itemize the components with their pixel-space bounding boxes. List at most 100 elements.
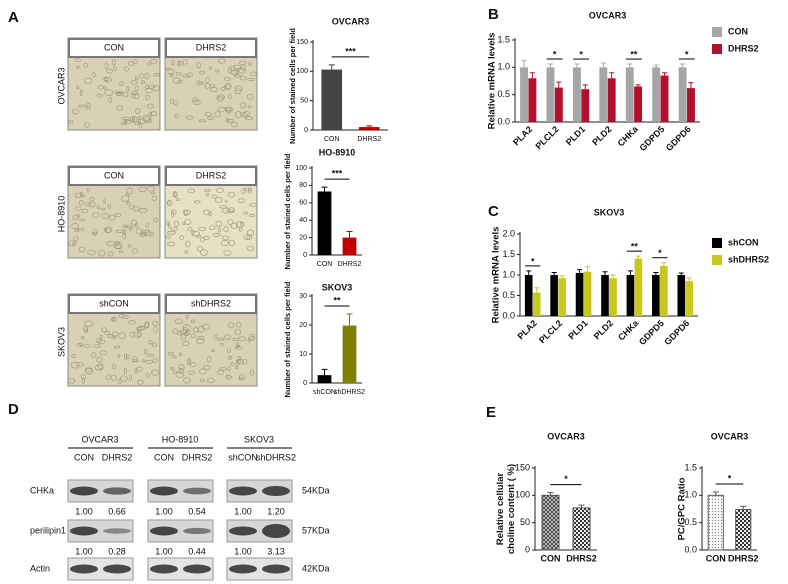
significance: * [564, 474, 568, 484]
cell [215, 220, 223, 227]
y-tick-label: 50 [300, 98, 308, 105]
error-bar [661, 262, 667, 266]
cell [187, 358, 192, 364]
cell [225, 82, 232, 90]
label-box [165, 38, 257, 58]
cell [105, 79, 108, 83]
cell [200, 249, 208, 256]
cell [217, 106, 226, 112]
cell [74, 192, 82, 198]
cell [138, 73, 144, 79]
x-tick-label: GDPD5 [637, 124, 666, 153]
cell [198, 226, 206, 231]
cell [203, 236, 210, 240]
row-label: OVCAR3 [56, 67, 66, 104]
cell [114, 212, 122, 218]
cell [122, 91, 129, 98]
cell [135, 108, 141, 115]
error-bar [346, 313, 353, 326]
bar [599, 67, 608, 122]
cell [197, 335, 205, 340]
x-tick-label: CON [317, 261, 333, 268]
error-bar [585, 266, 591, 272]
cell [166, 220, 170, 226]
bar [660, 75, 669, 122]
quant: 3.13 [267, 546, 285, 556]
quant: 1.00 [75, 546, 93, 556]
micrograph-label: CON [104, 170, 124, 180]
cell [84, 122, 91, 128]
x-tick-label: CHKa [616, 123, 641, 148]
cell [175, 198, 180, 201]
cell [200, 237, 205, 242]
error-bar [686, 277, 692, 282]
cell [152, 321, 159, 326]
cell [183, 377, 191, 384]
cell [129, 227, 132, 231]
cell [185, 314, 189, 320]
cell [227, 355, 233, 360]
error-bar [559, 275, 565, 279]
cell [151, 369, 160, 376]
cell [123, 66, 130, 72]
cell [96, 93, 103, 98]
cell [216, 94, 225, 100]
cell [104, 89, 113, 96]
micrograph-label: DHRS2 [196, 170, 227, 180]
cell [188, 370, 195, 375]
error-bar [547, 63, 553, 68]
cell [117, 354, 121, 358]
cell [173, 220, 179, 228]
cell [239, 61, 247, 65]
bar [634, 86, 643, 122]
band [150, 564, 178, 574]
cell [238, 374, 246, 381]
cell [100, 207, 106, 211]
cell [76, 65, 80, 69]
cell [84, 320, 93, 328]
error-bar [678, 272, 684, 275]
cell [101, 213, 109, 219]
cell [79, 89, 83, 96]
size-label: 54KDa [302, 485, 330, 495]
error-bar [688, 82, 694, 89]
cell [194, 200, 201, 204]
quant: 0.66 [108, 506, 126, 516]
error-bar [547, 492, 554, 496]
cell [198, 70, 206, 75]
cell [171, 60, 175, 66]
cell [145, 223, 149, 228]
error-bar [574, 63, 580, 68]
x-tick-label: PLCL2 [537, 318, 564, 345]
cell [152, 343, 157, 347]
y-tick-label: 1.0 [502, 269, 515, 279]
cell [85, 202, 91, 207]
significance: * [728, 473, 732, 483]
error-bar [328, 64, 335, 70]
cell [170, 227, 178, 231]
cell [228, 322, 234, 329]
cell [228, 239, 236, 246]
cell [87, 249, 96, 256]
x-tick-label: PLD1 [564, 124, 587, 147]
cell [174, 318, 184, 324]
cell [111, 317, 117, 322]
cell [106, 68, 113, 74]
cell [80, 194, 86, 198]
cell [129, 374, 132, 381]
cell [112, 335, 117, 340]
error-bar [627, 270, 633, 275]
quant: 1.20 [267, 506, 285, 516]
cell [184, 331, 189, 337]
cell [234, 88, 242, 95]
micrograph-label: CON [104, 42, 124, 52]
cell [118, 332, 127, 339]
band [183, 527, 211, 535]
cell [103, 199, 106, 203]
cell [123, 228, 126, 236]
cell [118, 250, 124, 254]
cell [216, 95, 224, 102]
cell [231, 69, 239, 76]
cell [134, 223, 138, 228]
error-bar [740, 505, 747, 510]
